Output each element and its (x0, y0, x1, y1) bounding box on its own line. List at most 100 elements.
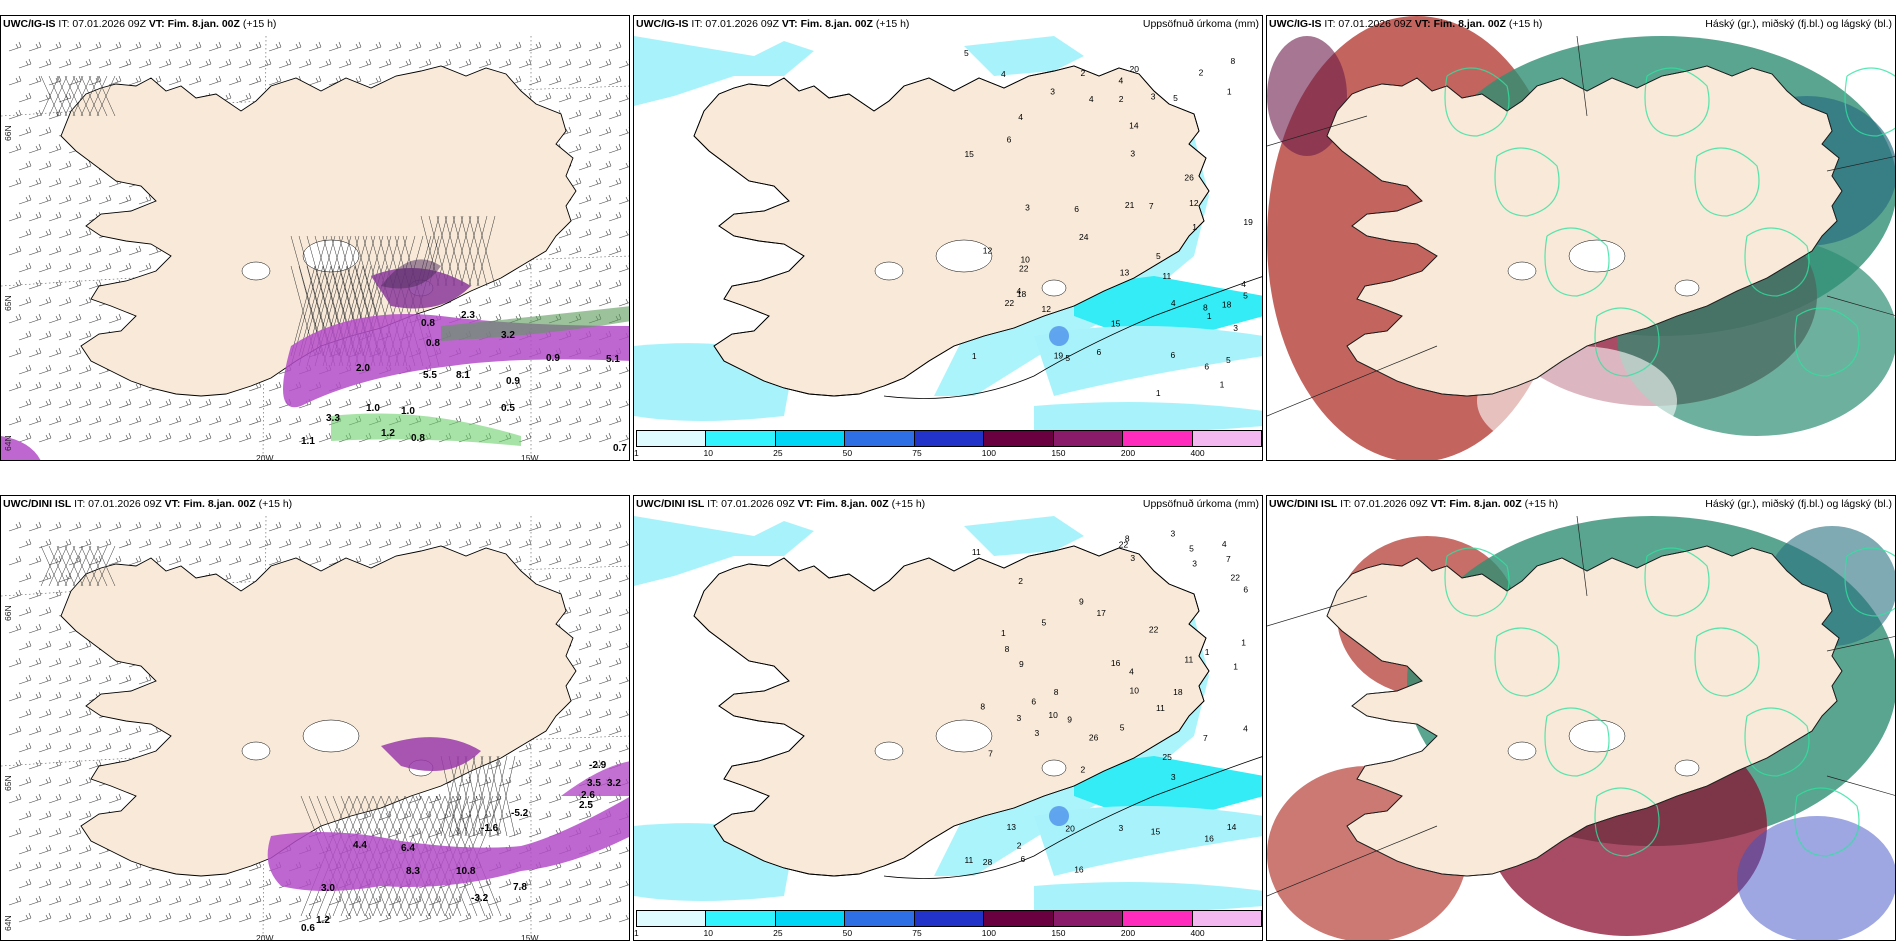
precip-value: 2.3 (461, 310, 475, 321)
glacier-shape (1507, 741, 1537, 761)
precip-amount: 15 (1111, 319, 1121, 329)
precip-amount: 18 (1222, 300, 1232, 310)
longitude-label: 15W (521, 933, 539, 941)
precip-amount: 5 (1173, 93, 1178, 103)
precip-amount: 22 (1149, 625, 1159, 635)
precip-value: 1.2 (316, 915, 330, 926)
panel-dini-wind: -2.9 3.5 3.2 2.6 2.5 -5.2 -1.6 6.4 8.3 10.8 4.4 7.8… (0, 495, 630, 941)
model-name: UWC/IG-IS (1269, 18, 1322, 30)
init-time: IT: 07.01.2026 09Z (688, 18, 782, 30)
panel-dini-cloud: UWC/DINI ISL IT: 07.01.2026 09Z VT: Fim.… (1266, 495, 1896, 941)
latitude-label: 65N (3, 295, 13, 311)
precip-amount: 7 (1226, 554, 1231, 564)
precip-amount: 4 (1001, 69, 1006, 79)
colorbar-cell (775, 911, 846, 926)
precip-value: 1.1 (301, 436, 315, 447)
precip-amount: 4 (1241, 279, 1246, 289)
model-name: UWC/IG-IS (636, 18, 689, 30)
iceland-coastline (693, 545, 1210, 877)
precip-amount: 21 (1125, 200, 1135, 210)
longitude-label: 15W (521, 453, 539, 461)
precip-amount: 3 (1017, 713, 1022, 723)
colorbar-label: 100 (981, 928, 996, 938)
precip-amount: 5 (1243, 290, 1248, 300)
precip-amount: 16 (1204, 833, 1214, 843)
panel-title: UWC/IG-IS IT: 07.01.2026 09Z VT: Fim. 8.… (1269, 18, 1542, 30)
precip-amount: 11 (1156, 703, 1165, 713)
precip-amount: 6 (1170, 350, 1175, 360)
valid-time-label: VT: (1430, 498, 1447, 510)
colorbar-label: 150 (1051, 448, 1066, 458)
cloud-contours (1444, 67, 1895, 377)
precip-value: 8.1 (456, 370, 470, 381)
precip-amount: 1 (1192, 222, 1197, 232)
colorbar-label: 10 (703, 928, 714, 938)
precip-amount: 18 (1173, 687, 1183, 697)
precip-amount: 5 (1120, 722, 1125, 732)
graticule (1267, 515, 1895, 897)
precip-amount: 22 (1119, 539, 1129, 549)
precip-amount: 22 (1231, 572, 1241, 582)
valid-time-label: VT: (797, 498, 814, 510)
glacier-shape (1041, 759, 1067, 777)
colorbar-cell (984, 431, 1054, 446)
precip-amount: 3 (1170, 529, 1175, 539)
valid-time: Fim. 8.jan. 00Z (797, 18, 873, 30)
precip-value: 3.3 (326, 413, 340, 424)
precip-amount: 28 (983, 857, 993, 867)
precip-amount: 18 (1017, 289, 1027, 299)
panel-title: UWC/IG-IS IT: 07.01.2026 09Z VT: Fim. 8.… (3, 18, 276, 30)
precip-amount: 5 (1156, 251, 1161, 261)
precip-amount: 6 (1007, 135, 1012, 145)
colorbar-label: 100 (981, 448, 996, 458)
precip-value: 2.5 (579, 800, 593, 811)
precip-amount: 3 (1233, 323, 1238, 333)
precip-amount: 1 (1227, 87, 1232, 97)
precip-amount: 24 (1079, 232, 1089, 242)
precip-amount: 11 (1162, 271, 1171, 281)
panel-ig-cloud: UWC/IG-IS IT: 07.01.2026 09Z VT: Fim. 8.… (1266, 15, 1896, 461)
precip-amount: 19 (1054, 351, 1064, 361)
valid-time-label: VT: (1414, 18, 1431, 30)
precip-amount: 1 (1207, 311, 1212, 321)
precip-amount: 3 (1192, 558, 1197, 568)
precip-amount: 22 (1019, 263, 1029, 273)
precip-value: 10.8 (456, 866, 476, 877)
colorbar-label: 25 (773, 448, 783, 458)
precip-amount: 20 (1065, 824, 1075, 834)
precip-value: 5.1 (606, 354, 620, 365)
precip-amount: 20 (1130, 64, 1140, 74)
panel-title: UWC/DINI ISL IT: 07.01.2026 09Z VT: Fim.… (3, 498, 292, 510)
precip-amount: 9 (1067, 715, 1072, 725)
precip-amount: 12 (983, 245, 993, 255)
precip-value: 0.5 (501, 403, 515, 414)
precip-value: 7.8 (513, 882, 527, 893)
precip-amount: 8 (1125, 533, 1130, 543)
precip-amount: 10 (1020, 254, 1030, 264)
glacier-shape (874, 741, 904, 761)
glacier-shape (1568, 719, 1626, 753)
colorbar-label: 10 (703, 448, 714, 458)
panel-title: UWC/DINI ISL IT: 07.01.2026 09Z VT: Fim.… (636, 498, 925, 510)
valid-time: Fim. 8.jan. 00Z (180, 498, 256, 510)
precip-amount: 1 (1220, 380, 1225, 390)
colorbar-label: 400 (1190, 928, 1205, 938)
precip-amount: 26 (1184, 173, 1194, 183)
precip-value: 0.9 (506, 376, 520, 387)
colorbar-cell (637, 911, 707, 926)
precip-amount: 9 (1019, 659, 1024, 669)
panel-title: UWC/IG-IS IT: 07.01.2026 09Z VT: Fim. 8.… (636, 18, 909, 30)
precip-amount: 6 (1243, 585, 1248, 595)
precip-amount: 9 (1079, 597, 1084, 607)
precip-value: 1.0 (401, 406, 415, 417)
iceland-coastline (693, 65, 1210, 397)
precip-value: -1.6 (481, 823, 499, 834)
precip-amount: 7 (1149, 201, 1154, 211)
precip-value: 3.2 (607, 778, 621, 789)
colorbar-cell (914, 431, 985, 446)
precip-value: 1.0 (366, 403, 380, 414)
precip-amount: 6 (1020, 854, 1025, 864)
precip-amount: 3 (1130, 149, 1135, 159)
glacier-shape (935, 719, 993, 753)
longitude-label: 20W (256, 453, 274, 461)
